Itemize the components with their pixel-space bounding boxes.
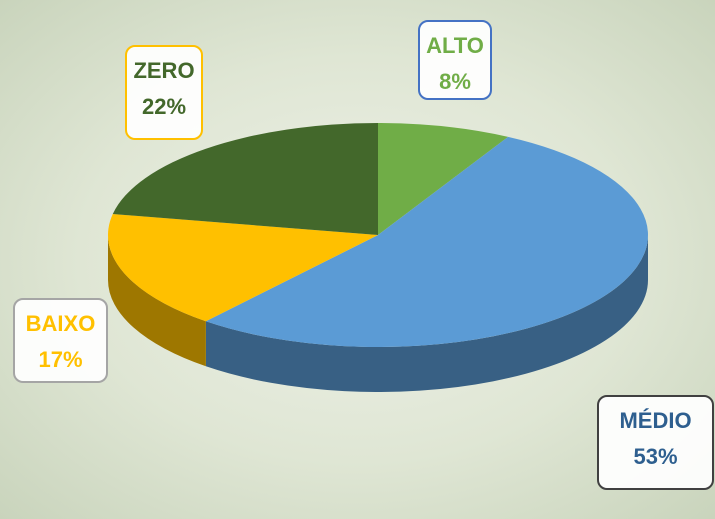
chart: ALTO8% MÉDIO53% BAIXO17% ZERO22% [0, 0, 715, 519]
value-label: 17% [15, 342, 106, 378]
value-label: 53% [599, 439, 712, 475]
value-label: 8% [420, 64, 490, 100]
category-label: ALTO [420, 28, 490, 64]
value-label: 22% [127, 89, 201, 125]
category-label: MÉDIO [599, 403, 712, 439]
category-label: ZERO [127, 53, 201, 89]
category-label: BAIXO [15, 306, 106, 342]
